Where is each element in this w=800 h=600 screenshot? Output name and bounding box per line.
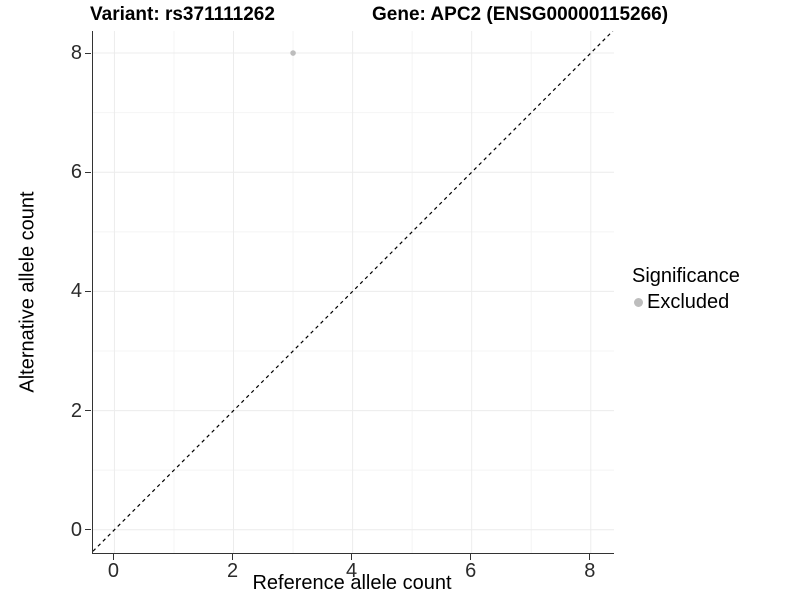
x-tick-mark <box>351 554 353 560</box>
y-tick-label: 6 <box>70 161 82 184</box>
legend: Significance Excluded <box>630 264 740 313</box>
legend-title: Significance <box>632 265 740 287</box>
x-tick-mark <box>112 554 114 560</box>
y-tick-mark <box>85 529 91 531</box>
x-axis-title: Reference allele count <box>252 572 452 594</box>
y-tick-label: 0 <box>70 518 82 541</box>
x-tick-mark <box>232 554 234 560</box>
x-tick-label: 8 <box>584 560 596 582</box>
x-tick-label: 6 <box>465 560 477 582</box>
variant-title: Variant: rs371111262 <box>90 4 275 25</box>
x-tick-mark <box>470 554 472 560</box>
legend-item-label: Excluded <box>647 290 730 313</box>
y-tick-label: 8 <box>70 42 82 65</box>
y-tick-mark <box>85 52 91 54</box>
excluded-point-icon <box>634 297 643 307</box>
data-point <box>290 50 296 56</box>
plot-panel <box>92 31 614 554</box>
legend-item-excluded: Excluded <box>630 291 740 313</box>
x-tick-label: 2 <box>226 560 239 582</box>
y-tick-label: 4 <box>70 280 82 303</box>
legend-key <box>630 297 647 307</box>
x-tick-label: 0 <box>107 560 119 582</box>
y-tick-label: 2 <box>70 399 82 422</box>
y-tick-mark <box>85 171 91 173</box>
y-tick-mark <box>85 290 91 292</box>
plot-canvas <box>93 31 614 553</box>
gene-title: Gene: APC2 (ENSG00000115266) <box>372 4 669 25</box>
y-tick-mark <box>85 410 91 412</box>
x-tick-mark <box>589 554 591 560</box>
x-tick-label: 4 <box>346 560 358 582</box>
